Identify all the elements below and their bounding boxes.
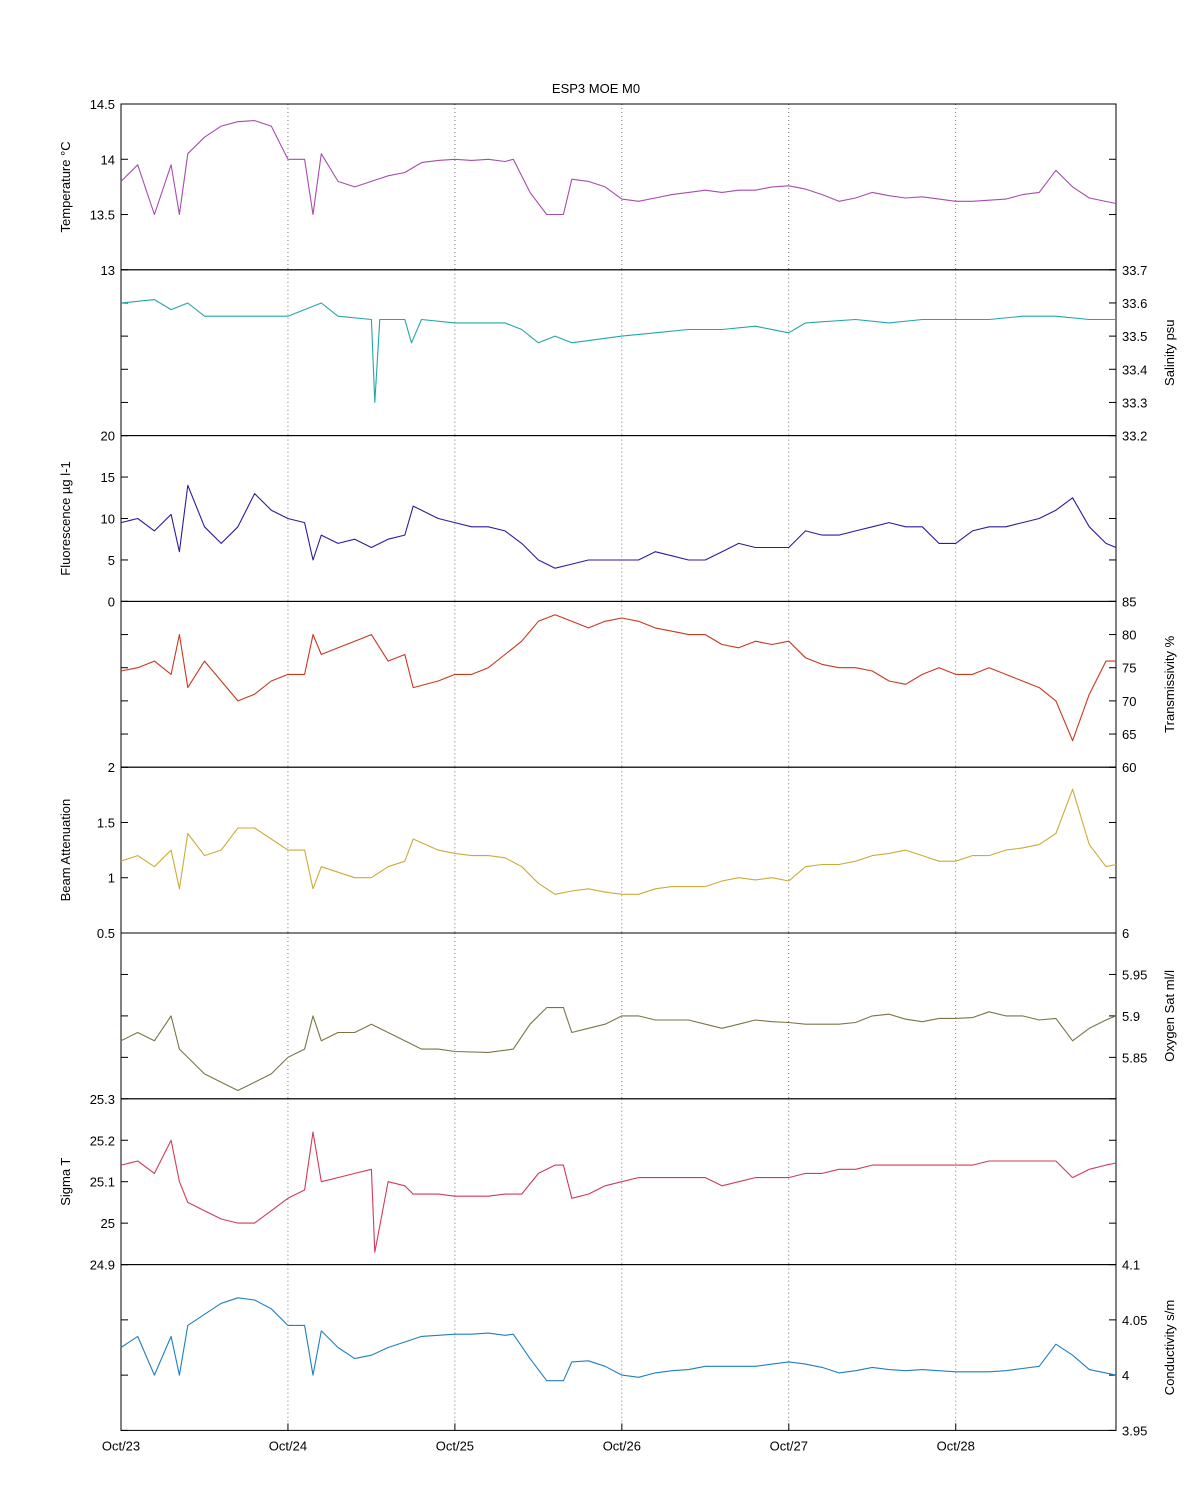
series-line [120,299,1116,403]
y-axis-label: Transmissivity % [1162,635,1177,732]
y-axis-label: Conductivity s/m [1162,1300,1177,1395]
panel-2: 0 5 10 15 20 Fluorescence µg l-1 [58,429,1117,609]
y-tick-label: 6 [1122,926,1129,941]
panel-1: 33.2 33.3 33.4 33.5 33.6 33.7 Salinity psu [120,263,1177,444]
y-tick-label: 25 [101,1216,115,1231]
y-tick-label: 15 [101,470,115,485]
y-tick-label: 4.05 [1122,1313,1147,1328]
panel-frame [120,600,1117,768]
y-axis-label: Temperature °C [58,141,73,232]
panel-frame [120,103,1117,271]
panel-7: 3.95 4 4.05 4.1 Conductivity s/m [120,1258,1177,1438]
panel-5: 5.85 5.9 5.95 6 Oxygen Sat ml/l [120,926,1177,1100]
x-tick-label: Oct/24 [269,1438,307,1453]
y-tick-label: 20 [101,429,115,444]
panel-frame [120,1098,1117,1266]
y-tick-label: 33.2 [1122,429,1147,444]
panel-6: 24.9 25 25.1 25.2 25.3 Sigma T [58,1092,1117,1273]
series-line [120,1007,1117,1092]
y-axis-label: Fluorescence µg l-1 [58,461,73,575]
y-tick-label: 0.5 [97,926,115,941]
series-line [120,120,1117,216]
y-axis-label: Sigma T [58,1158,73,1206]
panel-frame [120,269,1117,437]
y-tick-label: 5.9 [1122,1009,1140,1024]
y-axis-label: Oxygen Sat ml/l [1162,970,1177,1062]
series-line [120,788,1117,895]
x-tick-label: Oct/27 [770,1438,808,1453]
x-tick-label: Oct/26 [603,1438,641,1453]
series-line [120,1131,1117,1253]
panel-0: 13 13.5 14 14.5 Temperature °C [58,97,1117,278]
y-tick-label: 1.5 [97,815,115,830]
series-line [120,1297,1117,1382]
panel-frame [120,1264,1117,1431]
chart-title: ESP3 MOE M0 [552,81,640,96]
y-tick-label: 24.9 [90,1258,115,1273]
y-tick-label: 85 [1122,594,1136,609]
y-tick-label: 75 [1122,661,1136,676]
y-tick-label: 1 [108,871,115,886]
y-tick-label: 33.4 [1122,362,1147,377]
x-tick-label: Oct/28 [937,1438,975,1453]
y-axis-label: Salinity psu [1162,319,1177,385]
y-tick-label: 33.5 [1122,329,1147,344]
y-axis-label: Beam Attenuation [58,799,73,902]
x-tick-label: Oct/23 [102,1438,140,1453]
y-tick-label: 70 [1122,694,1136,709]
y-tick-label: 13 [101,263,115,278]
y-tick-label: 13.5 [90,208,115,223]
panel-frame [120,435,1117,602]
y-tick-label: 33.7 [1122,263,1147,278]
series-line [120,484,1117,569]
y-tick-label: 4.1 [1122,1258,1140,1273]
series-line [120,614,1116,742]
y-tick-label: 5.85 [1122,1050,1147,1065]
y-tick-label: 0 [108,594,115,609]
panel-3: 60 65 70 75 80 85 Transmissivity % [120,594,1177,775]
y-tick-label: 80 [1122,628,1136,643]
panel-4: 0.5 1 1.5 2 Beam Attenuation [58,760,1117,941]
y-tick-label: 25.1 [90,1175,115,1190]
y-tick-label: 4 [1122,1368,1129,1383]
y-tick-label: 14.5 [90,97,115,112]
y-tick-label: 10 [101,512,115,527]
y-tick-label: 25.2 [90,1133,115,1148]
y-tick-label: 65 [1122,727,1136,742]
y-tick-label: 33.3 [1122,395,1147,410]
y-tick-label: 5 [108,553,115,568]
y-tick-label: 33.6 [1122,296,1147,311]
x-tick-label: Oct/25 [436,1438,474,1453]
y-tick-label: 60 [1122,760,1136,775]
panel-frame [120,766,1117,934]
y-tick-label: 14 [101,152,115,167]
y-tick-label: 25.3 [90,1092,115,1107]
y-tick-label: 5.95 [1122,967,1147,982]
y-tick-label: 2 [108,760,115,775]
y-tick-label: 3.95 [1122,1423,1147,1438]
